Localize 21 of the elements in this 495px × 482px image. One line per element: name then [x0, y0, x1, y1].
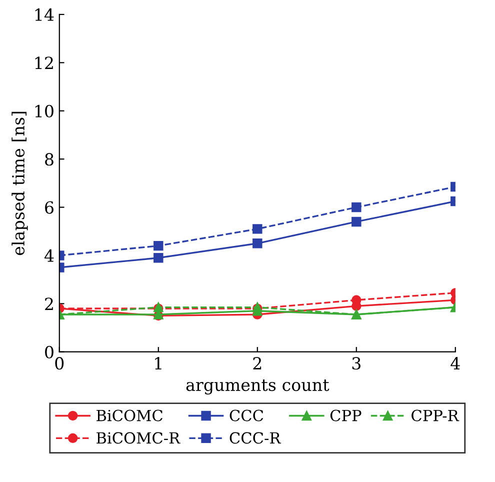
legend-label: CPP — [330, 410, 362, 422]
y-tick-label: 6 — [45, 201, 54, 214]
x-axis-title: arguments count — [186, 380, 330, 395]
y-tick-label: 0 — [45, 346, 54, 358]
y-tick-label: 4 — [44, 249, 54, 262]
y-axis-title: elapsed time [ns] — [12, 112, 28, 256]
legend-label: BiCOMC-R — [96, 432, 180, 444]
legend-label: CCC-R — [230, 432, 282, 444]
y-tick-label: 10 — [35, 104, 54, 118]
x-tick-label: 4 — [450, 357, 460, 370]
x-tick-label: 3 — [352, 357, 360, 370]
legend-label: BiCOMC — [96, 410, 162, 422]
legend-label: CCC — [230, 410, 264, 422]
y-tick-label: 14 — [35, 8, 54, 21]
legend-label: CPP-R — [412, 410, 460, 422]
y-tick-label: 8 — [45, 153, 54, 166]
x-tick-label: 0 — [55, 357, 64, 370]
y-tick-label: 12 — [35, 56, 53, 69]
x-tick-label: 1 — [155, 357, 162, 370]
x-tick-label: 2 — [253, 357, 262, 370]
y-tick-label: 2 — [45, 298, 53, 310]
